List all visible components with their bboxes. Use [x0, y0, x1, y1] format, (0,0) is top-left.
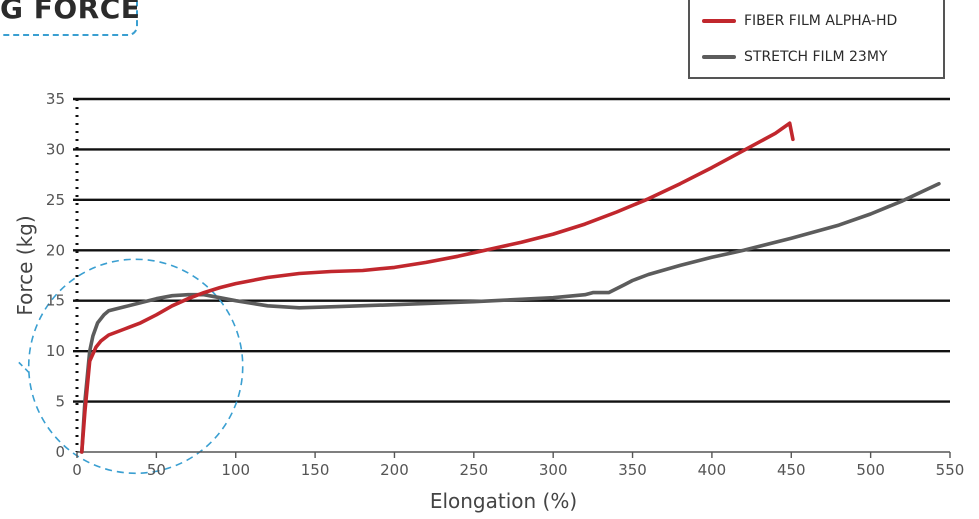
x-tick-label-150: 150 [301, 461, 330, 479]
x-tick-label-0: 0 [72, 461, 82, 479]
series-line-fiber-film-alpha-hd [80, 121, 795, 454]
x-tick-label-450: 450 [777, 461, 806, 479]
y-tick-label-25: 25 [46, 191, 65, 209]
y-tick-label-0: 0 [55, 443, 65, 461]
legend-swatch-fiber-film [702, 19, 736, 23]
x-axis-label: Elongation (%) [430, 489, 577, 513]
legend-swatch-stretch-film [702, 55, 736, 59]
highlight-circle [27, 258, 244, 475]
highlight-pointer [17, 360, 30, 373]
y-tick-label-20: 20 [46, 241, 65, 259]
legend-label-fiber-film: FIBER FILM ALPHA-HD [744, 13, 898, 29]
highlight-layer [17, 258, 244, 475]
x-tick-label-50: 50 [147, 461, 166, 479]
x-tick-label-100: 100 [221, 461, 250, 479]
title-frame [0, 0, 138, 36]
x-tick-label-250: 250 [459, 461, 488, 479]
y-tick-label-15: 15 [46, 292, 65, 310]
chart-title: G FORCE [0, 0, 141, 25]
x-tick-label-550: 550 [936, 461, 965, 479]
gridlines [73, 97, 950, 403]
x-tick-label-200: 200 [380, 461, 409, 479]
series-line-stretch-film-23my [80, 181, 941, 454]
series-lines [80, 121, 941, 454]
axes [75, 99, 951, 458]
x-tick-label-350: 350 [618, 461, 647, 479]
y-tick-label-30: 30 [46, 140, 65, 158]
legend-item-fiber-film: FIBER FILM ALPHA-HD [702, 11, 897, 31]
y-tick-label-10: 10 [46, 342, 65, 360]
legend-label-stretch-film: STRETCH FILM 23MY [744, 49, 888, 65]
x-tick-label-400: 400 [698, 461, 727, 479]
x-tick-label-300: 300 [539, 461, 568, 479]
y-tick-label-35: 35 [46, 90, 65, 108]
x-tick-label-500: 500 [856, 461, 885, 479]
y-axis-label: Force (kg) [13, 215, 37, 315]
legend-item-stretch-film: STRETCH FILM 23MY [702, 47, 887, 67]
legend: FIBER FILM ALPHA-HD STRETCH FILM 23MY [688, 0, 945, 79]
y-tick-label-5: 5 [55, 393, 65, 411]
